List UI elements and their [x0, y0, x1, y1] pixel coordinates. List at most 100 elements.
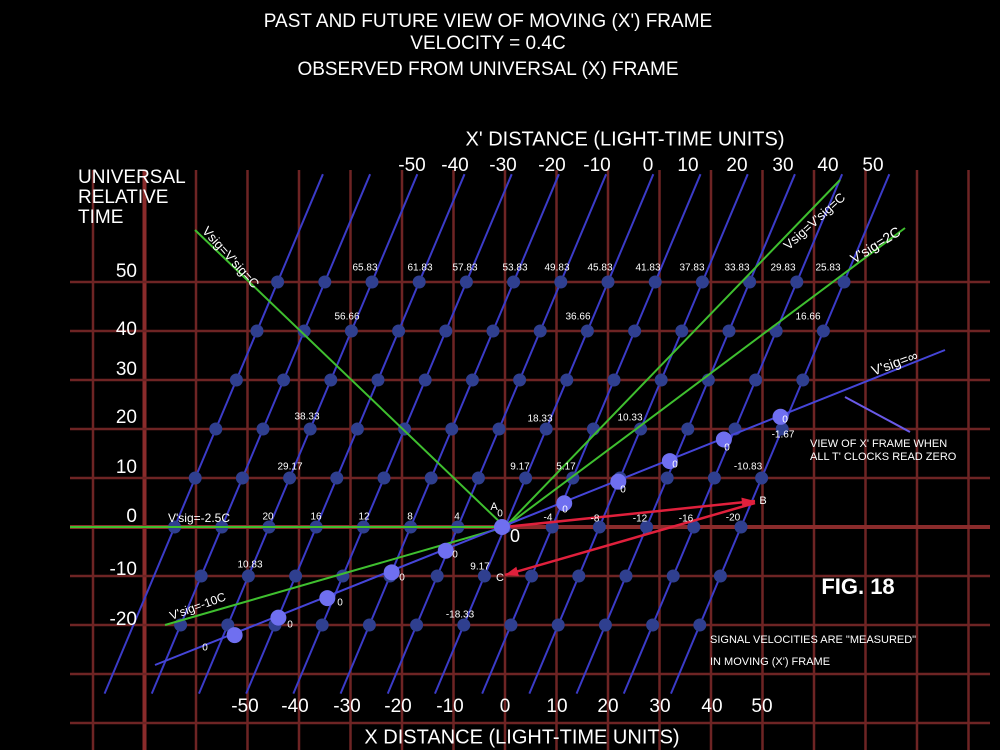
axis-title: UNIVERSAL: [78, 167, 186, 188]
clock-dot: [241, 569, 255, 583]
clock-reading: 37.83: [679, 263, 704, 274]
x-prime-tick-label: 50: [862, 155, 883, 176]
y-tick-label: 50: [116, 261, 137, 282]
y-tick-label: -10: [110, 559, 137, 580]
x-prime-tick-label: 40: [817, 155, 838, 176]
clock-dot: [430, 569, 444, 583]
clock-dot: [539, 422, 553, 436]
clock-reading: 9.17: [510, 462, 530, 473]
clock-dot: [418, 373, 432, 387]
simultaneity-line: [154, 349, 946, 666]
clock-dot: [303, 422, 317, 436]
clock-reading: 18.33: [527, 414, 552, 425]
clock-dot: [457, 618, 471, 632]
clock-reading: -8: [591, 514, 600, 525]
axis-title: TIME: [78, 207, 123, 228]
origin-label: 0: [510, 526, 520, 546]
clock-dot: [297, 324, 311, 338]
clock-reading: 53.83: [502, 263, 527, 274]
clock-reading: 61.83: [407, 263, 432, 274]
point-label: C: [496, 572, 504, 584]
signal-line: [194, 229, 506, 528]
clock-dot: [507, 275, 521, 289]
clock-dot: [681, 422, 695, 436]
clock-dot: [209, 422, 223, 436]
clock-dot: [377, 471, 391, 485]
clock-reading: -10.83: [734, 462, 763, 473]
x-tick-label: 30: [649, 696, 670, 717]
clock-reading: 49.83: [544, 263, 569, 274]
clock-dot: [816, 324, 830, 338]
x-tick-label: 50: [751, 696, 772, 717]
clock-reading: 65.83: [352, 263, 377, 274]
y-tick-label: 0: [126, 506, 137, 527]
clock-dot: [790, 275, 804, 289]
clock-reading: 57.83: [452, 263, 477, 274]
clock-dot: [743, 275, 757, 289]
x-tick-label: 10: [546, 696, 567, 717]
simultaneity-dot: [556, 495, 573, 512]
clock-dot: [749, 373, 763, 387]
y-tick-label: 30: [116, 359, 137, 380]
simultaneity-reading: 0: [202, 643, 208, 654]
title: OBSERVED FROM UNIVERSAL (X) FRAME: [297, 59, 678, 80]
clock-reading: 0: [497, 509, 503, 520]
clock-dot: [289, 569, 303, 583]
clock-dot: [660, 471, 674, 485]
x-tick-label: -10: [436, 696, 463, 717]
clock-reading: -4: [544, 513, 553, 524]
clock-dot: [350, 422, 364, 436]
clock-dot: [445, 422, 459, 436]
clock-dot: [713, 569, 727, 583]
simultaneity-dot: [319, 590, 336, 607]
clock-dot: [592, 520, 606, 534]
clock-dot: [513, 373, 527, 387]
clock-reading: 8: [407, 512, 413, 523]
clock-dot: [666, 569, 680, 583]
y-tick-label: 20: [116, 407, 137, 428]
signal-line: [504, 179, 841, 528]
x-prime-tick-label: -40: [441, 155, 468, 176]
clock-dot: [250, 324, 264, 338]
clock-dot: [398, 422, 412, 436]
simultaneity-reading: 0: [337, 598, 343, 609]
clock-dot: [277, 373, 291, 387]
clock-dot: [628, 324, 642, 338]
clock-dot: [229, 373, 243, 387]
clock-dot: [271, 275, 285, 289]
clock-dot: [586, 422, 600, 436]
clock-reading: -20: [726, 513, 741, 524]
clock-reading: 12: [358, 512, 370, 523]
clock-reading: 20: [262, 512, 274, 523]
simultaneity-dot: [226, 627, 243, 644]
clock-dot: [640, 520, 654, 534]
simultaneity-dot: [437, 542, 454, 559]
x-tick-label: -20: [384, 696, 411, 717]
clock-dot: [477, 569, 491, 583]
clock-dot: [533, 324, 547, 338]
clock-dot: [465, 373, 479, 387]
annotation: VIEW OF X' FRAME WHEN: [810, 438, 947, 450]
simultaneity-reading: 0: [782, 415, 788, 426]
clock-reading: -12: [633, 514, 648, 525]
clock-dot: [256, 422, 270, 436]
clock-reading: 10.33: [617, 413, 642, 424]
point-label: A: [490, 501, 498, 513]
clock-dot: [695, 275, 709, 289]
clock-dot: [525, 569, 539, 583]
clock-reading: 29.17: [277, 462, 302, 473]
clock-dot: [492, 422, 506, 436]
clock-dot: [486, 324, 500, 338]
clock-dot: [424, 471, 438, 485]
x-tick-label: -40: [281, 696, 308, 717]
x-prime-tick-label: -50: [398, 155, 425, 176]
origin-dot: [494, 519, 510, 535]
simultaneity-reading: 0: [452, 550, 458, 561]
clock-dot: [235, 471, 249, 485]
clock-dot: [439, 324, 453, 338]
clock-dot: [371, 373, 385, 387]
y-tick-label: -20: [110, 609, 137, 630]
clock-reading: 38.33: [294, 412, 319, 423]
clock-dot: [654, 373, 668, 387]
